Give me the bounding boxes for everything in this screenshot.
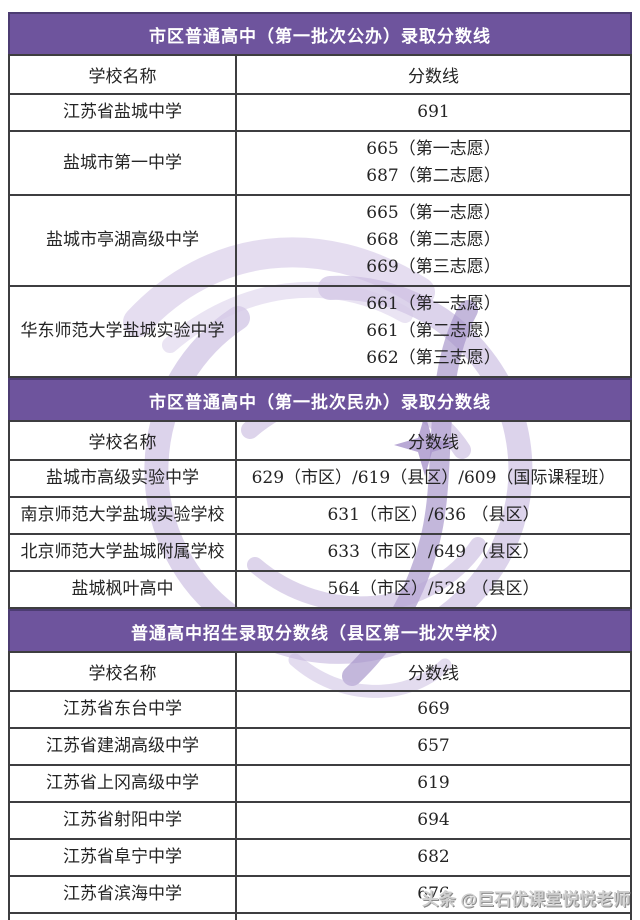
- column-header-school: 学校名称: [8, 54, 237, 95]
- score-cell: 682: [235, 838, 632, 877]
- score-line: 631（市区）/636 （县区）: [327, 505, 540, 525]
- table-row: 盐城枫叶高中 564（市区）/528 （县区）: [8, 570, 632, 609]
- score-line: 676: [417, 884, 450, 904]
- score-cell: 669: [235, 690, 632, 729]
- school-name-cell: 盐城枫叶高中: [8, 570, 237, 609]
- score-line: 694: [417, 810, 450, 830]
- table-row: 华东师范大学盐城实验中学 661（第一志愿） 661（第二志愿） 662（第三志愿）: [8, 285, 632, 378]
- score-line: 661（第二志愿）: [366, 321, 501, 341]
- column-header-school: 学校名称: [8, 651, 237, 692]
- school-name-cell: 江苏省射阳中学: [8, 801, 237, 840]
- table-header-row: 学校名称 分数线: [8, 420, 632, 461]
- table-row: 江苏省射阳中学 694: [8, 801, 632, 840]
- score-line: 564（市区）/528 （县区）: [327, 579, 540, 599]
- score-cell: 665（第一志愿） 668（第二志愿） 669（第三志愿）: [235, 194, 632, 287]
- school-name-cell: 江苏省滨海中学: [8, 875, 237, 914]
- score-line: 662（第三志愿）: [366, 348, 501, 368]
- school-name-cell: 北京师范大学盐城附属学校: [8, 533, 237, 572]
- score-cell: 631（市区）/636 （县区）: [235, 496, 632, 535]
- table-row: 江苏省响水中学674: [8, 912, 632, 920]
- score-cell: 633（市区）/649 （县区）: [235, 533, 632, 572]
- table-header-row: 学校名称 分数线: [8, 651, 632, 692]
- school-name-cell: 南京师范大学盐城实验学校: [8, 496, 237, 535]
- school-name-cell: 江苏省阜宁中学: [8, 838, 237, 877]
- score-cell: 657: [235, 727, 632, 766]
- section-title: 普通高中招生录取分数线（县区第一批次学校）: [8, 609, 632, 651]
- table-row: 江苏省上冈高级中学 619: [8, 764, 632, 803]
- score-line: 661（第一志愿）: [366, 294, 501, 314]
- score-line: 669: [417, 699, 450, 719]
- column-header-score: 分数线: [235, 54, 632, 95]
- score-table: 学校名称 分数线 江苏省盐城中学 691 盐城市第一中学 665（第一志愿） 687（第二志…: [8, 54, 632, 378]
- table-row: 北京师范大学盐城附属学校 633（市区）/649 （县区）: [8, 533, 632, 572]
- table-row: 江苏省滨海中学 676: [8, 875, 632, 914]
- section-title: 市区普通高中（第一批次民办）录取分数线: [8, 378, 632, 420]
- school-name-cell: 江苏省上冈高级中学: [8, 764, 237, 803]
- score-line: 665（第一志愿）: [366, 139, 501, 159]
- column-header-score: 分数线: [235, 651, 632, 692]
- school-name-cell: 华东师范大学盐城实验中学: [8, 285, 237, 378]
- school-name-cell: 江苏省东台中学: [8, 690, 237, 729]
- score-line: 691: [417, 102, 450, 122]
- table-row: 江苏省东台中学 669: [8, 690, 632, 729]
- score-cell: 661（第一志愿） 661（第二志愿） 662（第三志愿）: [235, 285, 632, 378]
- school-name-cell: 盐城市第一中学: [8, 130, 237, 196]
- score-line: 619: [417, 773, 450, 793]
- table-row: 江苏省盐城中学 691: [8, 93, 632, 132]
- score-line: 669（第三志愿）: [366, 257, 501, 277]
- score-cell: 674: [235, 912, 632, 920]
- score-table: 学校名称 分数线 江苏省东台中学 669 江苏省建湖高级中学 657 江苏省上冈高级中学 61…: [8, 651, 632, 920]
- score-cell: 676: [235, 875, 632, 914]
- score-cell: 694: [235, 801, 632, 840]
- score-cell: 629（市区）/619（县区）/609（国际课程班）: [235, 459, 632, 498]
- table-row: 江苏省阜宁中学 682: [8, 838, 632, 877]
- school-name-cell: 江苏省建湖高级中学: [8, 727, 237, 766]
- score-line: 687（第二志愿）: [366, 166, 501, 186]
- table-row: 盐城市亭湖高级中学 665（第一志愿） 668（第二志愿） 669（第三志愿）: [8, 194, 632, 287]
- score-line: 633（市区）/649 （县区）: [327, 542, 540, 562]
- column-header-school: 学校名称: [8, 420, 237, 461]
- score-line: 657: [417, 736, 450, 756]
- table-header-row: 学校名称 分数线: [8, 54, 632, 95]
- score-line: 629（市区）/619（县区）/609（国际课程班）: [251, 468, 616, 488]
- table-row: 盐城市第一中学 665（第一志愿） 687（第二志愿）: [8, 130, 632, 196]
- score-cell: 619: [235, 764, 632, 803]
- school-name-cell: 江苏省盐城中学: [8, 93, 237, 132]
- score-line: 668（第二志愿）: [366, 230, 501, 250]
- score-tables: 市区普通高中（第一批次公办）录取分数线 学校名称 分数线 江苏省盐城中学 691 盐城市第…: [8, 12, 632, 920]
- score-cell: 665（第一志愿） 687（第二志愿）: [235, 130, 632, 196]
- score-cell: 691: [235, 93, 632, 132]
- score-table: 学校名称 分数线 盐城市高级实验中学 629（市区）/619（县区）/609（国际课程…: [8, 420, 632, 609]
- school-name-cell: 江苏省响水中学: [8, 912, 237, 920]
- column-header-score: 分数线: [235, 420, 632, 461]
- table-row: 南京师范大学盐城实验学校 631（市区）/636 （县区）: [8, 496, 632, 535]
- school-name-cell: 盐城市高级实验中学: [8, 459, 237, 498]
- table-row: 盐城市高级实验中学 629（市区）/619（县区）/609（国际课程班）: [8, 459, 632, 498]
- table-row: 江苏省建湖高级中学 657: [8, 727, 632, 766]
- section-title: 市区普通高中（第一批次公办）录取分数线: [8, 12, 632, 54]
- score-line: 665（第一志愿）: [366, 203, 501, 223]
- score-cell: 564（市区）/528 （县区）: [235, 570, 632, 609]
- score-line: 682: [417, 847, 450, 867]
- school-name-cell: 盐城市亭湖高级中学: [8, 194, 237, 287]
